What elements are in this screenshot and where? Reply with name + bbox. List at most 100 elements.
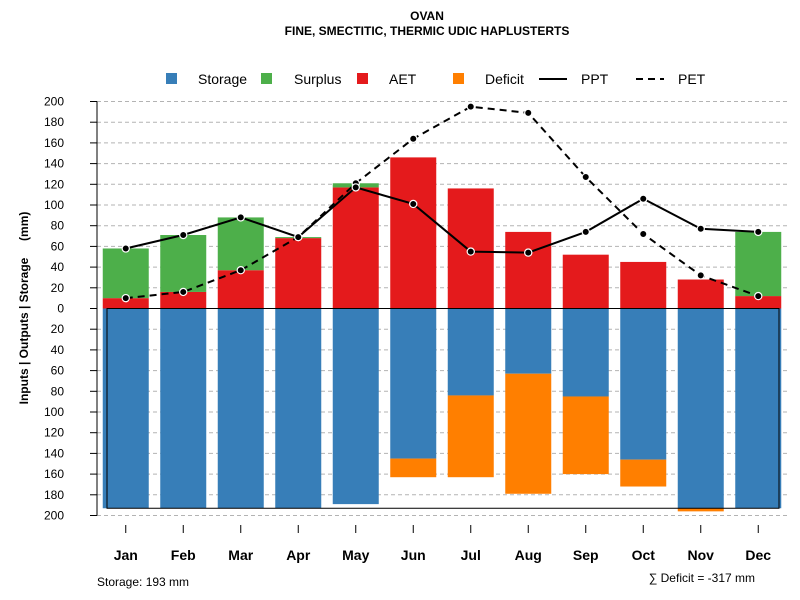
y-tick-label: 180 (44, 115, 64, 129)
pet-point (409, 134, 418, 143)
storage-bar (217, 308, 264, 509)
pet-line (125, 105, 759, 300)
pet-point (639, 229, 648, 239)
deficit-bar (677, 508, 724, 512)
x-tick-label: Mar (228, 547, 253, 563)
y-tick-label: 40 (51, 343, 65, 357)
ppt-point (294, 232, 303, 242)
x-tick-label: Nov (688, 547, 715, 563)
legend-storage-label: Storage (198, 71, 247, 87)
pet-point (179, 287, 188, 297)
y-tick-label: 120 (44, 426, 64, 440)
storage-bar (332, 308, 379, 505)
pet-point (121, 293, 130, 303)
ppt-point (121, 244, 130, 253)
ppt-point (524, 248, 533, 257)
legend-deficit-swatch (453, 73, 464, 84)
x-tick-label: Apr (286, 547, 311, 563)
y-tick-label: 20 (51, 281, 65, 295)
ppt-point (179, 230, 188, 240)
y-axis-label: Inputs | Outputs | Storage (mm) (17, 212, 31, 405)
aet-bar (332, 187, 379, 309)
deficit-bar (562, 396, 609, 475)
ppt-point (581, 227, 590, 237)
legend-aet-label: AET (389, 71, 417, 87)
legend: Storage Surplus AET Deficit PPT PET (166, 71, 706, 87)
legend-surplus-swatch (261, 73, 272, 84)
x-tick-label: May (342, 547, 369, 563)
chart-title: OVAN (410, 9, 444, 23)
storage-bar (562, 308, 609, 397)
y-tick-label: 180 (44, 488, 64, 502)
lines (121, 102, 763, 303)
deficit-bar (620, 459, 667, 487)
storage-bar (620, 308, 667, 460)
storage-bar (160, 308, 207, 509)
surplus-bar (217, 217, 264, 271)
surplus-bar (102, 248, 149, 299)
pet-point (754, 291, 763, 301)
legend-aet-swatch (357, 73, 368, 84)
x-tick-label: Sep (573, 547, 599, 563)
storage-bar (677, 308, 724, 509)
y-tick-label: 80 (51, 384, 65, 398)
aet-bar (620, 261, 667, 309)
y-tick-label: 140 (44, 157, 64, 171)
y-tick-label: 120 (44, 177, 64, 191)
ppt-point (754, 227, 763, 237)
storage-note: Storage: 193 mm (97, 575, 189, 589)
y-tick-label: 60 (51, 239, 65, 253)
deficit-bar (390, 458, 437, 478)
pet-point (466, 102, 475, 111)
y-tick-label: 100 (44, 198, 64, 212)
x-tick-label: Oct (632, 547, 656, 563)
x-tick-label: Jan (114, 547, 138, 563)
pet-point (696, 271, 705, 280)
y-tick-label: 20 (51, 322, 65, 336)
storage-bar (505, 308, 552, 374)
axes: 2001801601401201008060402002040608010012… (44, 95, 771, 564)
aet-bar (677, 279, 724, 309)
legend-deficit-label: Deficit (485, 71, 524, 87)
y-tick-label: 160 (44, 467, 64, 481)
x-tick-label: Dec (745, 547, 771, 563)
storage-bar (390, 308, 437, 459)
bars (102, 157, 782, 512)
y-tick-label: 60 (51, 364, 65, 378)
surplus-bar (160, 235, 207, 292)
storage-bar (735, 308, 782, 509)
chart-subtitle: FINE, SMECTITIC, THERMIC UDIC HAPLUSTERT… (285, 24, 570, 38)
storage-bar (275, 308, 322, 509)
y-tick-label: 200 (44, 95, 64, 109)
x-tick-label: Feb (171, 547, 196, 563)
ppt-point (639, 194, 648, 203)
x-tick-label: Aug (515, 547, 542, 563)
aet-bar (390, 157, 437, 309)
deficit-bar (505, 373, 552, 494)
pet-point (236, 266, 245, 275)
y-tick-label: 200 (44, 509, 64, 523)
deficit-note: ∑ Deficit = -317 mm (649, 571, 755, 585)
pet-point (524, 108, 533, 118)
x-tick-label: Jun (401, 547, 426, 563)
y-tick-label: 140 (44, 446, 64, 460)
aet-bar (102, 298, 149, 309)
ppt-point (696, 224, 705, 234)
surplus-bar (735, 231, 782, 297)
aet-bar (275, 238, 322, 309)
legend-storage-swatch (166, 73, 177, 84)
ppt-point (351, 183, 360, 192)
ppt-point (236, 213, 245, 222)
aet-bar (160, 291, 207, 309)
aet-bar (735, 296, 782, 309)
ppt-line (125, 186, 759, 254)
ppt-point (409, 199, 418, 209)
legend-surplus-label: Surplus (294, 71, 341, 87)
pet-point (581, 172, 590, 182)
aet-bar (505, 231, 552, 309)
gridlines (97, 101, 787, 516)
deficit-bar (447, 395, 494, 478)
storage-capacity-outline (106, 308, 780, 509)
storage-bar (447, 308, 494, 396)
